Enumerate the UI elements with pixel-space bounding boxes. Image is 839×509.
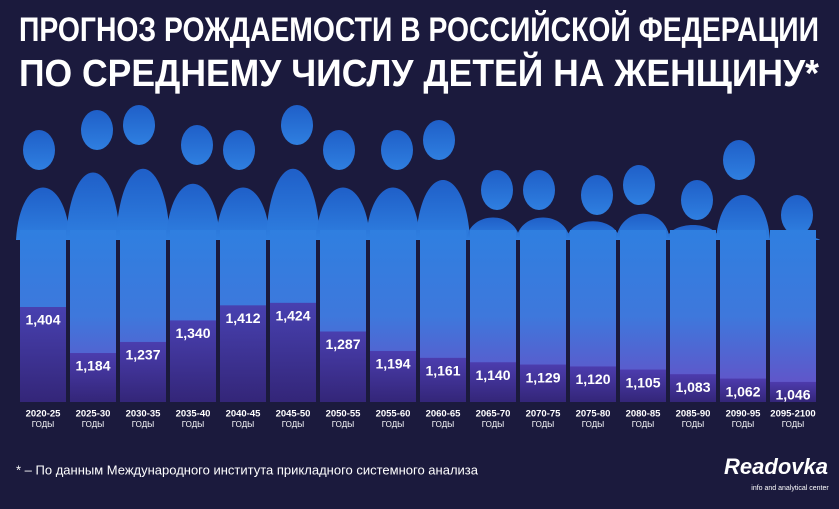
silhouette-body xyxy=(266,168,320,240)
x-tick-label: 2095-2100 xyxy=(770,409,815,420)
silhouette-head xyxy=(23,130,55,170)
x-tick-suffix: ГОДЫ xyxy=(732,420,754,429)
x-tick-label: 2025-30 xyxy=(76,409,111,420)
bar xyxy=(270,302,316,402)
bar xyxy=(320,331,366,402)
x-tick-suffix: ГОДЫ xyxy=(332,420,354,429)
x-tick-suffix: ГОДЫ xyxy=(132,420,154,429)
x-tick-suffix: ГОДЫ xyxy=(282,420,304,429)
x-tick-suffix: ГОДЫ xyxy=(182,420,204,429)
bar xyxy=(570,366,616,402)
silhouette-head xyxy=(481,170,513,210)
silhouette-body xyxy=(716,195,770,240)
value-label: 1,140 xyxy=(475,367,510,383)
x-tick-suffix: ГОДЫ xyxy=(582,420,604,429)
x-tick-suffix: ГОДЫ xyxy=(632,420,654,429)
value-label: 1,184 xyxy=(75,358,110,374)
silhouette-head xyxy=(623,165,655,205)
x-tick-suffix: ГОДЫ xyxy=(432,420,454,429)
silhouette-head xyxy=(123,105,155,145)
x-tick-suffix: ГОДЫ xyxy=(382,420,404,429)
value-label: 1,237 xyxy=(125,347,160,363)
silhouette-body xyxy=(316,187,370,240)
x-tick-suffix: ГОДЫ xyxy=(82,420,104,429)
silhouette-head xyxy=(281,105,313,145)
x-tick-label: 2065-70 xyxy=(476,409,511,420)
x-tick-label: 2040-45 xyxy=(226,409,262,420)
logo: Readovka xyxy=(724,454,828,479)
x-tick-label: 2035-40 xyxy=(176,409,211,420)
x-tick-suffix: ГОДЫ xyxy=(32,420,54,429)
x-tick-suffix: ГОДЫ xyxy=(682,420,704,429)
x-tick-suffix: ГОДЫ xyxy=(532,420,554,429)
chart-subtitle: ПО СРЕДНЕМУ ЧИСЛУ ДЕТЕЙ НА ЖЕНЩИНУ* xyxy=(19,50,819,95)
value-label: 1,129 xyxy=(525,369,560,385)
bar xyxy=(220,305,266,402)
value-label: 1,120 xyxy=(575,371,610,387)
value-label: 1,083 xyxy=(675,379,710,395)
chart-title: ПРОГНОЗ РОЖДАЕМОСТИ В РОССИЙСКОЙ ФЕДЕРАЦ… xyxy=(19,10,819,49)
x-tick-label: 2030-35 xyxy=(126,409,162,420)
x-tick-label: 2085-90 xyxy=(676,409,711,420)
x-tick-label: 2075-80 xyxy=(576,409,611,420)
x-tick-suffix: ГОДЫ xyxy=(232,420,254,429)
silhouette-head xyxy=(181,125,213,165)
silhouette-head xyxy=(681,180,713,220)
value-label: 1,424 xyxy=(275,308,310,324)
x-tick-label: 2020-25 xyxy=(26,409,62,420)
silhouette-body xyxy=(116,168,170,240)
value-label: 1,404 xyxy=(25,312,60,328)
silhouette-head xyxy=(581,175,613,215)
bar xyxy=(70,353,116,402)
silhouette-body xyxy=(366,187,420,240)
column xyxy=(720,230,766,402)
bar xyxy=(420,357,466,402)
silhouette-head xyxy=(81,110,113,150)
value-label: 1,340 xyxy=(175,325,210,341)
silhouette-body xyxy=(416,180,470,240)
value-label: 1,194 xyxy=(375,356,410,372)
bar xyxy=(120,341,166,402)
value-label: 1,046 xyxy=(775,387,810,403)
silhouette-head xyxy=(223,130,255,170)
silhouette-body xyxy=(166,183,220,240)
x-tick-label: 2070-75 xyxy=(526,409,562,420)
silhouette-head xyxy=(323,130,355,170)
x-tick-suffix: ГОДЫ xyxy=(782,420,804,429)
value-label: 1,105 xyxy=(625,374,660,390)
bar xyxy=(620,369,666,402)
silhouette-head xyxy=(423,120,455,160)
value-label: 1,062 xyxy=(725,383,760,399)
bar xyxy=(720,378,766,402)
silhouette-head xyxy=(381,130,413,170)
x-tick-label: 2050-55 xyxy=(326,409,362,420)
silhouette-body xyxy=(216,187,270,240)
value-label: 1,287 xyxy=(325,336,360,352)
x-tick-label: 2045-50 xyxy=(276,409,311,420)
bar xyxy=(170,320,216,402)
x-tick-label: 2090-95 xyxy=(726,409,762,420)
bar xyxy=(520,364,566,402)
bar xyxy=(470,362,516,402)
x-tick-label: 2055-60 xyxy=(376,409,411,420)
x-tick-label: 2060-65 xyxy=(426,409,462,420)
footnote: * – По данным Международного института п… xyxy=(16,462,479,477)
silhouette-body xyxy=(16,187,70,240)
bar xyxy=(670,374,716,402)
silhouette-head xyxy=(523,170,555,210)
bar xyxy=(20,307,66,402)
silhouette-body xyxy=(66,172,120,240)
bar xyxy=(370,350,416,402)
silhouette-head xyxy=(723,140,755,180)
x-tick-suffix: ГОДЫ xyxy=(482,420,504,429)
x-tick-label: 2080-85 xyxy=(626,409,662,420)
logo-caption: info and analytical center xyxy=(751,485,829,492)
column xyxy=(670,230,716,402)
value-label: 1,412 xyxy=(225,310,260,326)
column xyxy=(770,230,816,402)
value-label: 1,161 xyxy=(425,363,460,379)
bar xyxy=(770,381,816,402)
silhouette-head xyxy=(781,195,813,235)
